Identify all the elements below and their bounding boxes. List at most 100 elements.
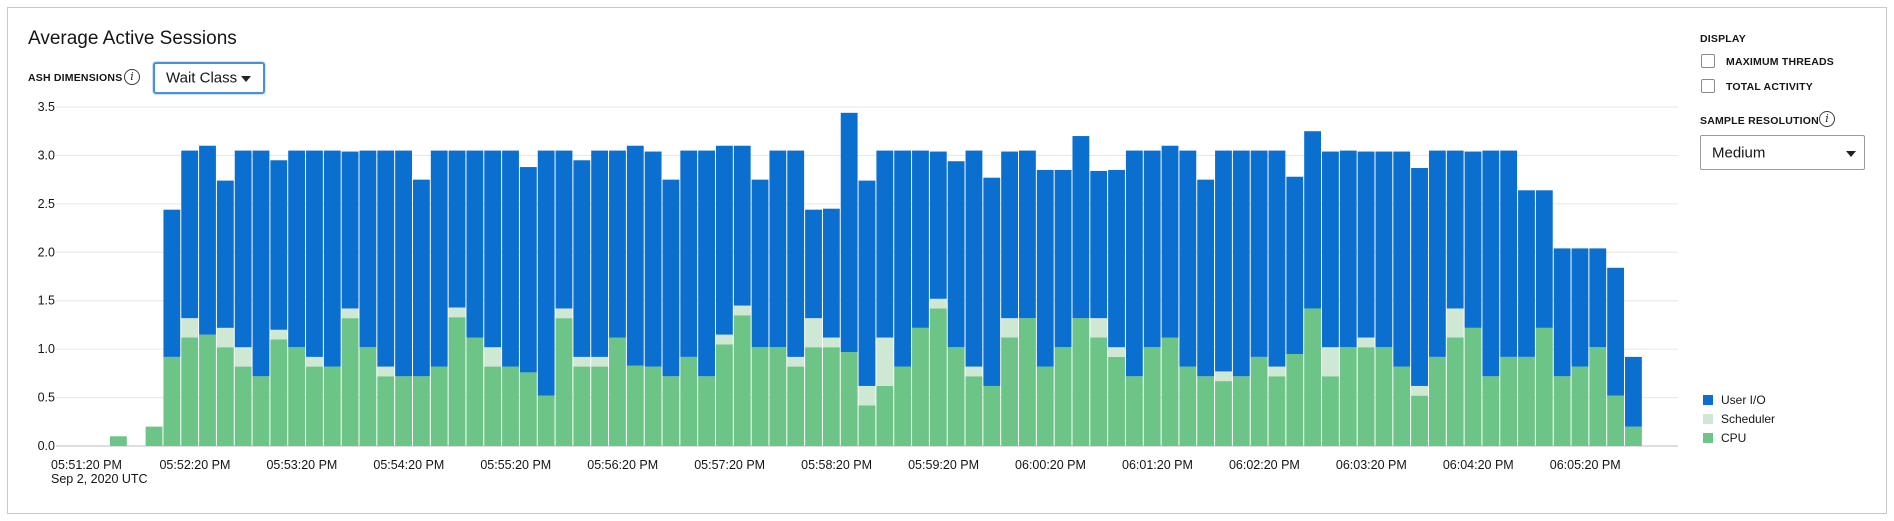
ash-dimensions-select[interactable]: Wait Class <box>153 62 265 94</box>
bar-segment-scheduler <box>1411 385 1428 396</box>
bar-segment-scheduler <box>216 327 234 348</box>
bar-segment-user-i-o <box>1090 170 1108 319</box>
bar-segment-scheduler <box>1322 347 1339 377</box>
bar-segment-user-i-o <box>1161 145 1179 338</box>
bar-segment-cpu <box>1161 337 1179 446</box>
bar-segment-cpu <box>502 366 519 446</box>
bar-segment-user-i-o <box>1304 131 1322 309</box>
bar-segment-user-i-o <box>1482 150 1500 377</box>
y-tick-label: 0.0 <box>38 439 55 453</box>
bar-segment-user-i-o <box>359 150 377 348</box>
bar-segment-user-i-o <box>537 150 555 396</box>
maximum-threads-checkbox[interactable] <box>1701 54 1715 68</box>
bar-segment-user-i-o <box>555 150 573 309</box>
bar-segment-user-i-o <box>216 180 234 328</box>
info-icon[interactable]: i <box>124 69 140 85</box>
bar-segment-user-i-o <box>1072 136 1090 319</box>
bar-segment-cpu <box>323 366 341 446</box>
bar-segment-cpu <box>947 347 965 446</box>
legend-swatch-scheduler <box>1703 414 1713 424</box>
bar-segment-user-i-o <box>163 209 181 357</box>
sample-resolution-label: SAMPLE RESOLUTION <box>1700 115 1819 127</box>
bar-segment-user-i-o <box>822 208 840 338</box>
bar-segment-scheduler <box>965 366 983 377</box>
bar-segment-cpu <box>341 318 359 446</box>
bar-segment-cpu <box>912 327 929 446</box>
bar-segment-user-i-o <box>1607 267 1625 396</box>
bar-segment-cpu <box>1500 356 1518 446</box>
bar-segment-cpu <box>822 347 840 446</box>
bar-segment-user-i-o <box>341 151 359 309</box>
y-tick-label: 2.0 <box>38 245 55 259</box>
bar-segment-cpu <box>751 347 769 446</box>
bar-segment-user-i-o <box>377 150 395 367</box>
y-tick-label: 3.5 <box>38 100 55 114</box>
bar-segment-cpu <box>733 315 751 446</box>
y-tick-label: 1.5 <box>38 294 55 308</box>
bar-segment-user-i-o <box>395 150 412 377</box>
bar-segment-user-i-o <box>1232 150 1250 377</box>
bar-segment-user-i-o <box>502 150 519 367</box>
bar-segment-cpu <box>199 334 216 446</box>
bar-segment-cpu <box>591 366 609 446</box>
legend-label-scheduler: Scheduler <box>1721 412 1776 426</box>
bar-segment-cpu <box>1428 356 1446 446</box>
bar-segment-user-i-o <box>448 150 466 308</box>
bar-segment-cpu <box>1179 366 1197 446</box>
bar-segment-cpu <box>1125 376 1143 446</box>
bar-segment-user-i-o <box>965 150 983 367</box>
sample-resolution-value: Medium <box>1712 144 1766 161</box>
bar-segment-user-i-o <box>234 150 252 348</box>
total-activity-checkbox[interactable] <box>1701 79 1715 93</box>
display-label: DISPLAY <box>1700 33 1746 45</box>
bar-segment-user-i-o <box>1535 190 1553 328</box>
bar-segment-scheduler <box>377 366 395 377</box>
bar-segment-cpu <box>662 376 680 446</box>
bar-segment-cpu <box>395 376 412 446</box>
bar-segment-cpu <box>929 308 947 446</box>
bar-segment-scheduler <box>929 298 947 309</box>
bar-segment-cpu <box>609 337 626 446</box>
bar-segment-scheduler <box>1108 347 1125 357</box>
bar-segment-cpu <box>519 372 537 446</box>
bar-segment-user-i-o <box>929 151 947 299</box>
y-axis: 0.0 0.5 1.0 1.5 2.0 2.5 3.0 3.5 <box>38 100 55 453</box>
bar-segment-cpu <box>1625 426 1642 446</box>
bar-segment-user-i-o <box>894 150 912 367</box>
bar-segment-user-i-o <box>1589 248 1607 348</box>
bar-segment-cpu <box>1571 366 1589 446</box>
bar-segment-user-i-o <box>1268 150 1286 367</box>
bar-segment-cpu <box>1446 337 1464 446</box>
bar-segment-scheduler <box>858 385 876 406</box>
bar-segment-cpu <box>181 337 199 446</box>
bar-segment-cpu <box>858 405 876 446</box>
bar-segment-cpu <box>876 385 894 446</box>
x-tick-label: 05:57:20 PM <box>694 458 765 472</box>
y-tick-label: 3.0 <box>38 148 55 162</box>
bar-segment-user-i-o <box>644 151 662 367</box>
bar-segment-cpu <box>983 385 1001 446</box>
bar-segment-scheduler <box>1446 308 1464 338</box>
legend-label-cpu: CPU <box>1721 431 1747 445</box>
bar-segment-cpu <box>430 366 448 446</box>
bar-segment-cpu <box>1268 376 1286 446</box>
x-tick-label: 05:59:20 PM <box>908 458 979 472</box>
x-axis-date-label: Sep 2, 2020 UTC <box>51 472 148 486</box>
x-tick-label: 06:05:20 PM <box>1550 458 1621 472</box>
bar-segment-user-i-o <box>876 150 894 338</box>
bar-segment-cpu <box>1339 347 1357 446</box>
bar-segment-user-i-o <box>1108 169 1125 348</box>
info-icon[interactable]: i <box>1819 111 1835 127</box>
bar-segment-user-i-o <box>1428 150 1446 357</box>
bar-segment-scheduler <box>1215 371 1232 382</box>
bar-segment-cpu <box>1304 308 1322 446</box>
sample-resolution-select[interactable]: Medium <box>1700 135 1865 170</box>
bar-segment-user-i-o <box>412 179 430 377</box>
x-tick-label: 05:54:20 PM <box>373 458 444 472</box>
bar-segment-user-i-o <box>573 160 591 357</box>
bar-segment-cpu <box>1143 347 1161 446</box>
bar-segment-user-i-o <box>323 150 341 367</box>
bar-segment-user-i-o <box>1322 151 1339 348</box>
bar-segment-cpu <box>537 395 555 446</box>
legend-label-user-io: User I/O <box>1721 393 1766 407</box>
